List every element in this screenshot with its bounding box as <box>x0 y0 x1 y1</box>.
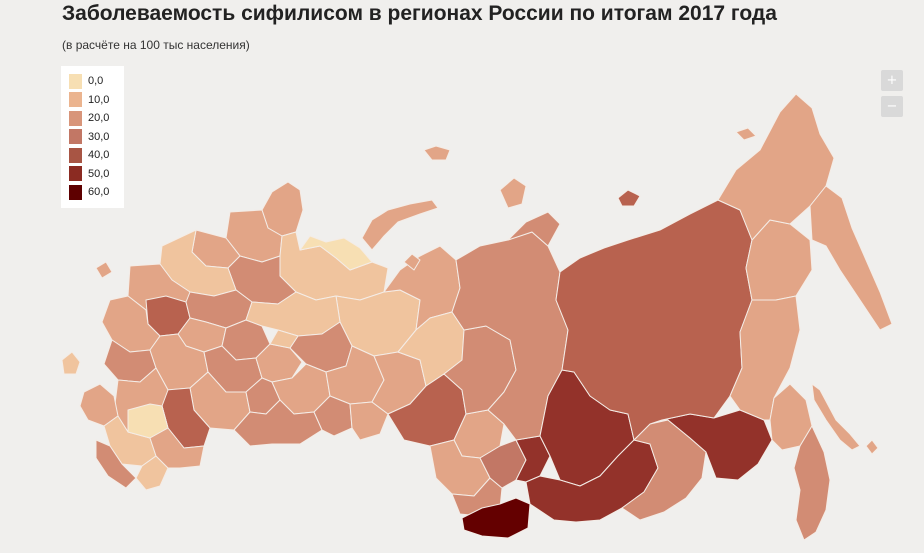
legend-label: 60,0 <box>88 186 110 199</box>
legend-label: 10,0 <box>88 93 110 106</box>
zoom-out-button[interactable]: − <box>881 96 903 117</box>
legend-swatch <box>69 73 82 89</box>
region-wrangel[interactable] <box>735 127 757 141</box>
legend-item: 60,0 <box>69 183 124 202</box>
legend-swatch <box>69 129 82 145</box>
legend-item: 10,0 <box>69 91 124 110</box>
region-khabarovsk[interactable] <box>729 295 801 421</box>
legend-swatch <box>69 110 82 126</box>
legend-swatch <box>69 184 82 200</box>
region-primorye[interactable] <box>793 425 831 541</box>
region-chukotka[interactable] <box>717 93 835 241</box>
legend-label: 50,0 <box>88 167 110 180</box>
legend-swatch <box>69 92 82 108</box>
legend-label: 0,0 <box>88 75 104 88</box>
map-legend: 0,0 10,0 20,0 30,0 40,0 50,0 60,0 <box>61 66 124 208</box>
region-sakhalin[interactable] <box>811 383 861 451</box>
region-astrakhan[interactable] <box>149 427 205 469</box>
region-north-caucasus[interactable] <box>95 439 137 489</box>
legend-label: 40,0 <box>88 149 110 162</box>
region-udmurtia[interactable] <box>269 329 299 349</box>
page-subtitle: (в расчёте на 100 тыс населения) <box>62 38 250 52</box>
legend-item: 30,0 <box>69 128 124 147</box>
page-title: Заболеваемость сифилисом в регионах Росс… <box>62 2 777 25</box>
region-tuva[interactable] <box>461 497 531 539</box>
region-franz-josef[interactable] <box>423 145 451 161</box>
region-kaliningrad[interactable] <box>95 261 113 279</box>
legend-item: 20,0 <box>69 109 124 128</box>
region-kuril[interactable] <box>865 439 879 455</box>
legend-label: 20,0 <box>88 112 110 125</box>
region-jewish-ao[interactable] <box>769 383 813 451</box>
region-novaya-zemlya-south[interactable] <box>403 253 421 271</box>
region-nenets[interactable] <box>299 235 373 271</box>
region-severnaya-zemlya[interactable] <box>499 177 527 209</box>
legend-swatch <box>69 166 82 182</box>
region-crimea[interactable] <box>61 351 81 375</box>
legend-item: 50,0 <box>69 165 124 184</box>
legend-swatch <box>69 147 82 163</box>
region-taymyr-coast[interactable] <box>507 211 561 247</box>
region-novosibirsk-islands[interactable] <box>617 189 641 207</box>
zoom-in-button[interactable]: + <box>881 70 903 91</box>
region-novaya-zemlya[interactable] <box>361 199 439 251</box>
legend-item: 40,0 <box>69 146 124 165</box>
legend-item: 0,0 <box>69 72 124 91</box>
legend-label: 30,0 <box>88 130 110 143</box>
region-kamchatka[interactable] <box>809 185 893 331</box>
